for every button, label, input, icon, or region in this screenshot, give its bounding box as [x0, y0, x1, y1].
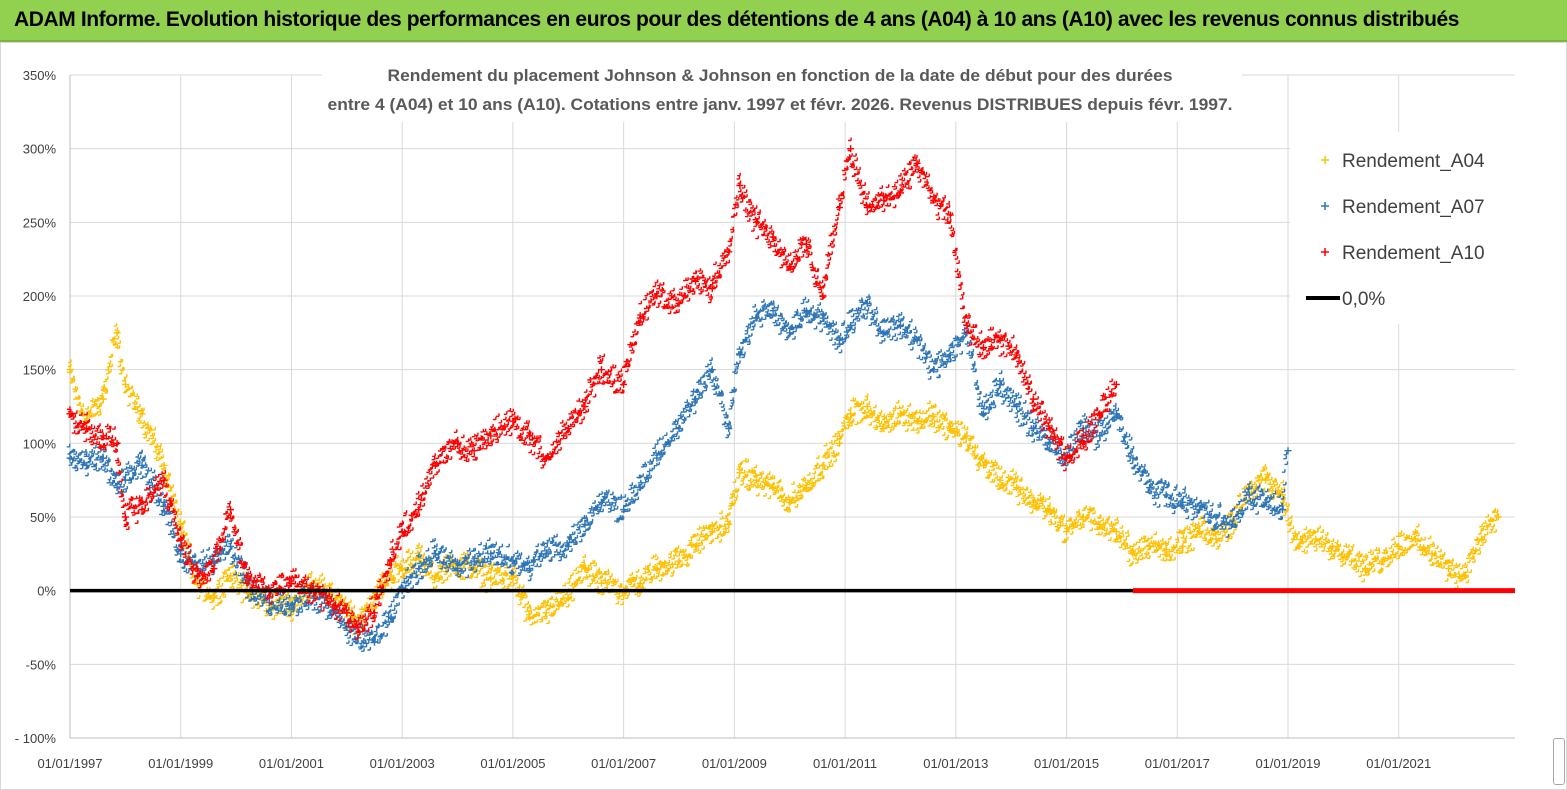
data-point — [930, 413, 938, 421]
y-tick-label: 100% — [23, 436, 57, 451]
series-Rendement_A07 — [66, 294, 1292, 652]
scatter-cloud — [66, 294, 1289, 652]
x-tick-label: 01/01/2017 — [1145, 756, 1210, 771]
legend-marker — [1321, 202, 1329, 210]
data-point — [121, 380, 129, 388]
x-tick-label: 01/01/2001 — [259, 756, 324, 771]
legend-label: Rendement_A04 — [1342, 151, 1485, 172]
page-title: ADAM Informe. Evolution historique des p… — [14, 8, 1460, 31]
data-point — [1494, 513, 1502, 521]
data-point — [66, 454, 74, 462]
legend-marker — [1321, 248, 1329, 256]
scatter-cloud — [66, 137, 1117, 640]
data-point — [1179, 542, 1187, 550]
y-tick-label: -50% — [26, 657, 57, 672]
data-point — [1284, 447, 1292, 455]
x-tick-label: 01/01/2005 — [480, 756, 545, 771]
chart-title-background — [322, 58, 1242, 122]
data-point — [1445, 565, 1453, 573]
y-tick-label: 300% — [23, 142, 57, 157]
legend-background — [1290, 132, 1518, 324]
data-point — [227, 506, 235, 514]
x-tick-label: 01/01/2011 — [813, 756, 877, 771]
data-point — [1112, 528, 1120, 536]
chart-title-line1: Rendement du placement Johnson & Johnson… — [388, 66, 1173, 85]
header-bar: ADAM Informe. Evolution historique des p… — [0, 0, 1567, 42]
data-point — [597, 366, 605, 374]
scroll-handle[interactable] — [1553, 738, 1565, 785]
y-tick-label: 250% — [23, 215, 57, 230]
data-point — [138, 506, 146, 514]
legend-marker — [1321, 156, 1329, 164]
y-tick-label: - 100% — [15, 731, 57, 746]
grid — [69, 74, 1515, 739]
x-tick-label: 01/01/1999 — [148, 756, 213, 771]
x-tick-label: 01/01/2013 — [923, 756, 988, 771]
y-tick-label: 200% — [23, 289, 57, 304]
x-tick-label: 01/01/2003 — [370, 756, 435, 771]
y-tick-label: 0% — [37, 584, 56, 599]
data-point — [487, 550, 495, 558]
legend-label: Rendement_A10 — [1342, 243, 1485, 264]
legend-label: 0,0% — [1342, 289, 1385, 310]
y-tick-label: 50% — [30, 510, 56, 525]
series-Rendement_A04 — [66, 323, 1502, 636]
chart-title: Rendement du placement Johnson & Johnson… — [322, 58, 1242, 122]
legend: Rendement_A04 Rendement_A07 Rendement_A10 0… — [1290, 132, 1518, 324]
data-point — [121, 513, 129, 521]
x-tick-label: 01/01/1997 — [37, 756, 102, 771]
x-tick-label: 01/01/2015 — [1034, 756, 1099, 771]
x-tick-label: 01/01/2009 — [702, 756, 767, 771]
x-tick-label: 01/01/2019 — [1255, 756, 1320, 771]
data-point — [847, 410, 855, 418]
y-tick-label: 350% — [23, 68, 57, 83]
y-tick-label: 150% — [23, 363, 57, 378]
x-tick-label: 01/01/2021 — [1366, 756, 1431, 771]
chart-title-line2: entre 4 (A04) et 10 ans (A10). Cotations… — [328, 95, 1233, 114]
x-tick-label: 01/01/2007 — [591, 756, 656, 771]
data-point — [581, 403, 589, 410]
legend-label: Rendement_A07 — [1342, 197, 1485, 218]
scatter-cloud — [67, 323, 1499, 636]
series-Rendement_A10 — [66, 137, 1120, 640]
